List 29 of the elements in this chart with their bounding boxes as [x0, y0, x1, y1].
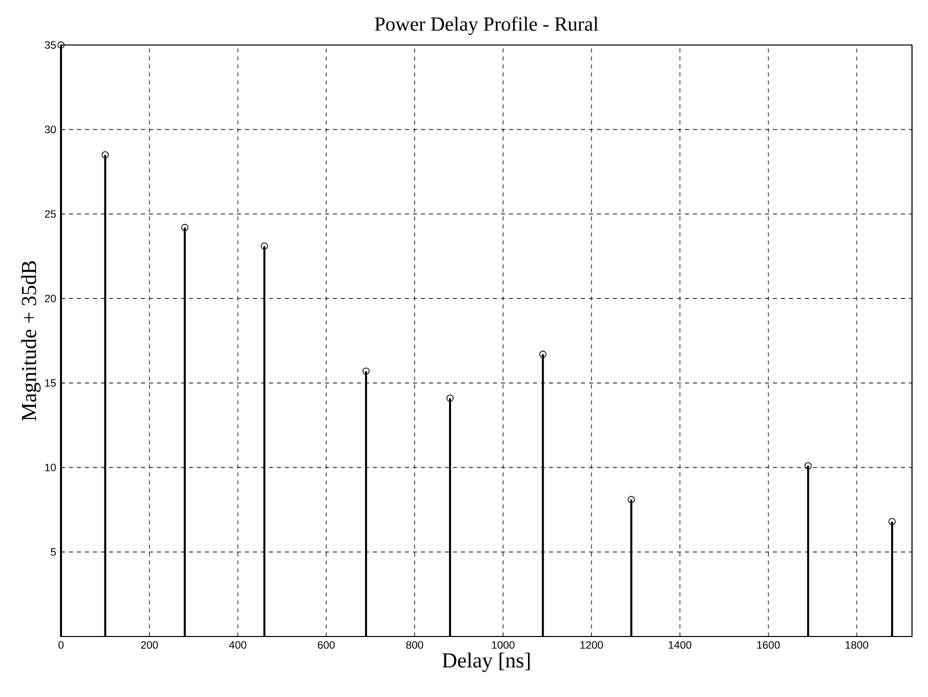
y-axis-title: Magnitude + 35dB: [21, 261, 41, 421]
point: [539, 350, 546, 358]
x-tick-label: 600: [318, 641, 335, 649]
y-tick-label: 10: [45, 464, 56, 472]
point: [628, 496, 635, 504]
point: [888, 518, 896, 526]
x-tick-label: 1800: [846, 641, 868, 649]
y-tick-label: 30: [44, 126, 56, 134]
x-tick-label: 1000: [492, 641, 515, 649]
point: [362, 368, 370, 375]
y-tick-label: 20: [44, 294, 56, 302]
point: [446, 394, 454, 402]
y-tick-label: 35: [44, 41, 56, 49]
x-tick-label: 400: [229, 641, 246, 649]
point: [804, 462, 812, 470]
x-tick-label: 0: [58, 641, 64, 649]
x-tick-label: 1600: [757, 641, 780, 649]
x-tick-label: 800: [406, 641, 424, 649]
point: [102, 151, 109, 158]
point: [181, 224, 188, 232]
x-tick-label: 1400: [668, 641, 692, 649]
x-tick-label: 1200: [580, 641, 603, 649]
x-axis-title: Delay [ns]: [442, 652, 530, 672]
y-tick-label: 25: [44, 210, 56, 218]
y-tick-label: 15: [45, 379, 56, 387]
y-tick-label: 5: [50, 548, 56, 556]
x-tick-label: 200: [141, 641, 158, 649]
point: [260, 242, 268, 250]
chart-title: Power Delay Profile - Rural: [374, 16, 598, 35]
